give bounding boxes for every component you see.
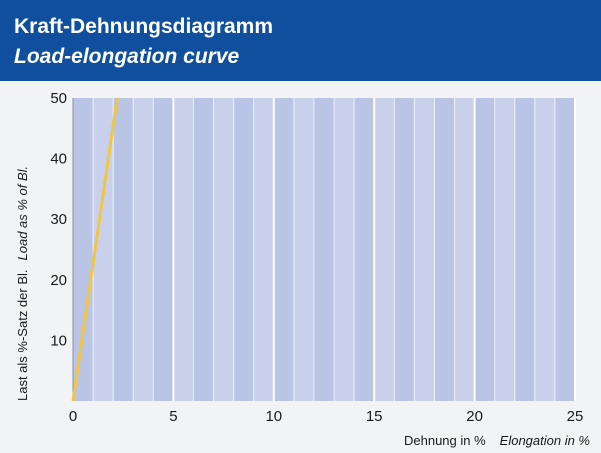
- x-tick-label: 15: [366, 408, 383, 425]
- plot-band: [554, 98, 575, 401]
- y-tick-label: 10: [50, 332, 67, 349]
- x-tick-label: 10: [265, 408, 282, 425]
- y-axis-label-en: Load as % of Bl.: [15, 166, 30, 261]
- chart-subtitle: Load-elongation curve: [14, 45, 240, 68]
- chart-title: Kraft-Dehnungsdiagramm: [14, 15, 273, 38]
- plot-band: [434, 98, 455, 401]
- x-tick-label: 20: [466, 408, 483, 425]
- plot-band: [233, 98, 254, 401]
- plot-band: [73, 98, 94, 401]
- x-tick-label: 5: [169, 408, 177, 425]
- plot-band: [414, 98, 435, 401]
- plot-band: [293, 98, 314, 401]
- x-axis-label-en: Elongation in %: [500, 433, 590, 448]
- y-axis-label: Last als %-Satz der Bl. Load as % of Bl.: [15, 166, 30, 401]
- header-bar: [0, 0, 601, 81]
- x-tick-label: 0: [69, 408, 77, 425]
- plot-band: [454, 98, 475, 401]
- series-line-1: [71, 97, 119, 402]
- plot-band: [494, 98, 515, 401]
- plot-band: [273, 98, 294, 401]
- plot-band: [354, 98, 375, 401]
- plot-band: [193, 98, 214, 401]
- plot-band: [374, 98, 395, 401]
- y-axis-label-de: Last als %-Satz der Bl.: [15, 270, 30, 402]
- plot-band: [173, 98, 194, 401]
- plot-band: [474, 98, 495, 401]
- plot-band: [113, 98, 134, 401]
- x-axis-label-de: Dehnung in %: [404, 433, 486, 448]
- x-axis-label: Dehnung in % Elongation in %: [404, 433, 590, 448]
- tick-labels: 0 5 10 15 20 25 10 20 30 40 50: [50, 90, 583, 425]
- y-tick-label: 30: [50, 211, 67, 228]
- series-layer: [71, 97, 119, 402]
- plot-band: [394, 98, 415, 401]
- plot-band: [213, 98, 234, 401]
- plot-band: [93, 98, 114, 401]
- plot-band: [253, 98, 274, 401]
- plot-band: [534, 98, 555, 401]
- x-tick-label: 25: [567, 408, 584, 425]
- plot-area: [72, 98, 576, 401]
- plot-band: [153, 98, 174, 401]
- y-tick-label: 40: [50, 151, 67, 168]
- plot-band: [313, 98, 335, 401]
- plot-band: [334, 98, 355, 401]
- y-tick-label: 50: [50, 90, 67, 107]
- plot-band: [133, 98, 154, 401]
- y-tick-label: 20: [50, 272, 67, 289]
- plot-band: [514, 98, 535, 401]
